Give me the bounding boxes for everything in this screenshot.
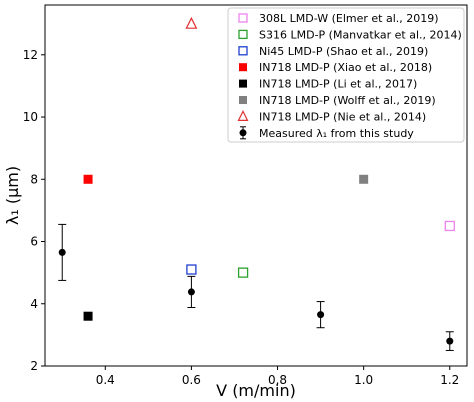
data-point bbox=[185, 16, 198, 29]
plot-frame bbox=[44, 4, 468, 367]
data-point bbox=[359, 174, 369, 184]
data-point bbox=[83, 174, 93, 184]
legend-label: IN718 LMD-P (Li et al., 2017) bbox=[259, 78, 417, 91]
legend-marker bbox=[238, 46, 248, 56]
x-axis-title: V (m/min) bbox=[216, 381, 296, 400]
data-point bbox=[58, 248, 66, 256]
data-point bbox=[83, 311, 93, 321]
legend-label: IN718 LMD-P (Xiao et al., 2018) bbox=[259, 61, 432, 74]
legend-marker bbox=[238, 13, 248, 23]
series-5 bbox=[359, 174, 369, 184]
series-7 bbox=[58, 223, 454, 351]
legend-marker bbox=[239, 129, 247, 137]
series-2 bbox=[186, 264, 197, 275]
y-tick-label: 6 bbox=[30, 235, 38, 249]
data-point bbox=[187, 288, 195, 296]
data-point bbox=[186, 264, 197, 275]
series-1 bbox=[237, 267, 249, 278]
legend-marker bbox=[238, 29, 248, 40]
x-tick-label: 1.2 bbox=[440, 373, 459, 387]
legend-marker bbox=[239, 63, 247, 72]
legend-label: S316 LMD-P (Manvatkar et al., 2014) bbox=[259, 28, 462, 41]
legend-label: Ni45 LMD-P (Shao et al., 2019) bbox=[259, 45, 428, 58]
series-0 bbox=[444, 220, 455, 232]
legend-marker bbox=[239, 96, 247, 104]
x-tick-label: 0.8 bbox=[268, 373, 287, 387]
y-tick-label: 4 bbox=[30, 297, 38, 311]
y-tick-label: 12 bbox=[23, 48, 38, 62]
data-point bbox=[444, 220, 455, 232]
legend-label: Measured λ₁ from this study bbox=[259, 127, 414, 140]
legend-label: IN718 LMD-P (Nie et al., 2014) bbox=[259, 110, 426, 123]
data-point bbox=[237, 267, 249, 278]
y-axis-title: λ₁ (μm) bbox=[3, 166, 22, 225]
series-4 bbox=[83, 311, 93, 321]
legend: 308L LMD-W (Elmer et al., 2019) S316 LMD-… bbox=[227, 7, 465, 143]
y-tick-label: 8 bbox=[30, 172, 38, 186]
y-tick-label: 10 bbox=[23, 110, 38, 124]
y-tick-label: 2 bbox=[30, 359, 38, 373]
x-tick-label: 0.6 bbox=[182, 373, 201, 387]
x-tick-label: 1.0 bbox=[354, 373, 373, 387]
data-point bbox=[446, 337, 454, 345]
data-point bbox=[317, 311, 325, 319]
legend-box bbox=[227, 7, 465, 143]
series-6 bbox=[185, 16, 198, 29]
legend-label: 308L LMD-W (Elmer et al., 2019) bbox=[259, 12, 439, 25]
legend-marker bbox=[237, 110, 249, 122]
legend-label: IN718 LMD-P (Wolff et al., 2019) bbox=[259, 94, 436, 107]
series-3 bbox=[83, 174, 93, 184]
x-tick-label: 0.4 bbox=[96, 373, 115, 387]
legend-marker bbox=[239, 79, 247, 88]
